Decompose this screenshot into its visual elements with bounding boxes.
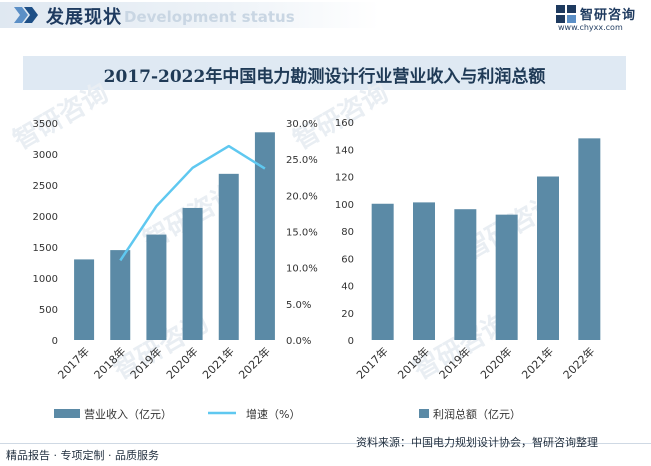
chart1-x-tick-label: 2017年 — [55, 344, 92, 381]
right-y-tick-label: 15.0% — [286, 228, 318, 239]
left-y-tick-label: 1500 — [33, 243, 58, 254]
profit-y-tick-label: 0 — [348, 336, 354, 347]
revenue-bar — [146, 234, 167, 340]
revenue-bar — [254, 132, 275, 340]
brand-logo-block: 智研咨询 www.chyxx.com — [556, 4, 646, 34]
revenue-legend-swatch — [54, 409, 80, 418]
profit-y-tick-label: 140 — [335, 145, 354, 156]
chart2-x-tick-label: 2017年 — [353, 344, 390, 381]
right-y-tick-label: 20.0% — [286, 191, 318, 202]
profit-bar — [495, 214, 518, 340]
page-header: 发展现状 Development status — [0, 0, 651, 32]
profit-y-tick-label: 40 — [341, 282, 354, 293]
profit-y-tick-label: 60 — [341, 254, 354, 265]
left-y-tick-label: 1000 — [33, 274, 58, 285]
profit-legend-swatch — [419, 409, 429, 418]
right-y-tick-label: 0.0% — [286, 336, 311, 347]
chart1-x-tick-label: 2022年 — [236, 344, 273, 381]
profit-y-tick-label: 160 — [335, 118, 354, 129]
right-y-tick-label: 30.0% — [286, 119, 318, 130]
right-y-tick-label: 10.0% — [286, 264, 318, 275]
profit-bar — [578, 138, 601, 340]
left-y-tick-label: 2500 — [33, 181, 58, 192]
revenue-legend-label: 营业收入（亿元） — [84, 407, 172, 421]
section-title: 发展现状 — [46, 7, 122, 28]
revenue-bar — [218, 173, 239, 340]
chart2-x-tick-label: 2022年 — [560, 344, 597, 381]
profit-y-tick-label: 80 — [341, 227, 354, 238]
left-y-tick-label: 2000 — [33, 212, 58, 223]
footer-tagline: 精品报告 · 专项定制 · 品质服务 — [6, 449, 159, 462]
section-subtitle: Development status — [124, 8, 295, 26]
revenue-bar — [110, 250, 131, 340]
profit-legend-label: 利润总额（亿元） — [433, 407, 521, 421]
watermark-text: 智研咨询 — [288, 77, 394, 156]
left-y-tick-label: 3000 — [33, 150, 58, 161]
chart1-x-tick-label: 2021年 — [199, 344, 236, 381]
growth-rate-line — [119, 144, 266, 262]
profit-bar — [413, 202, 435, 340]
source-note: 资料来源：中国电力规划设计协会，智研咨询整理 — [356, 436, 598, 449]
left-y-tick-label: 500 — [39, 305, 58, 316]
watermark-text: 智研咨询 — [8, 77, 114, 156]
header-band — [0, 2, 380, 28]
revenue-bar — [182, 207, 203, 340]
chart-title: 2017-2022年中国电力勘测设计行业营业收入与利润总额 — [103, 67, 546, 87]
profit-y-tick-label: 120 — [335, 173, 354, 184]
chart2-x-tick-label: 2021年 — [519, 344, 556, 381]
right-y-tick-label: 25.0% — [286, 155, 318, 166]
brand-name: 智研咨询 — [580, 8, 637, 23]
footer-divider — [0, 443, 651, 444]
double-chevron-icon — [14, 7, 38, 23]
left-y-tick-label: 0 — [52, 336, 58, 347]
brand-logo-icon — [556, 5, 576, 23]
profit-bar — [371, 203, 394, 340]
profit-y-tick-label: 100 — [335, 200, 354, 211]
profit-bar — [537, 176, 559, 340]
profit-bar — [454, 209, 477, 340]
profit-y-tick-label: 20 — [341, 309, 354, 320]
brand-url: www.chyxx.com — [558, 23, 623, 32]
growth-legend-label: 增速（%） — [246, 407, 300, 421]
left-y-tick-label: 3500 — [33, 119, 58, 130]
right-y-tick-label: 5.0% — [286, 300, 311, 311]
revenue-bar — [74, 259, 95, 340]
chart-title-box: 2017-2022年中国电力勘测设计行业营业收入与利润总额 — [23, 56, 626, 90]
